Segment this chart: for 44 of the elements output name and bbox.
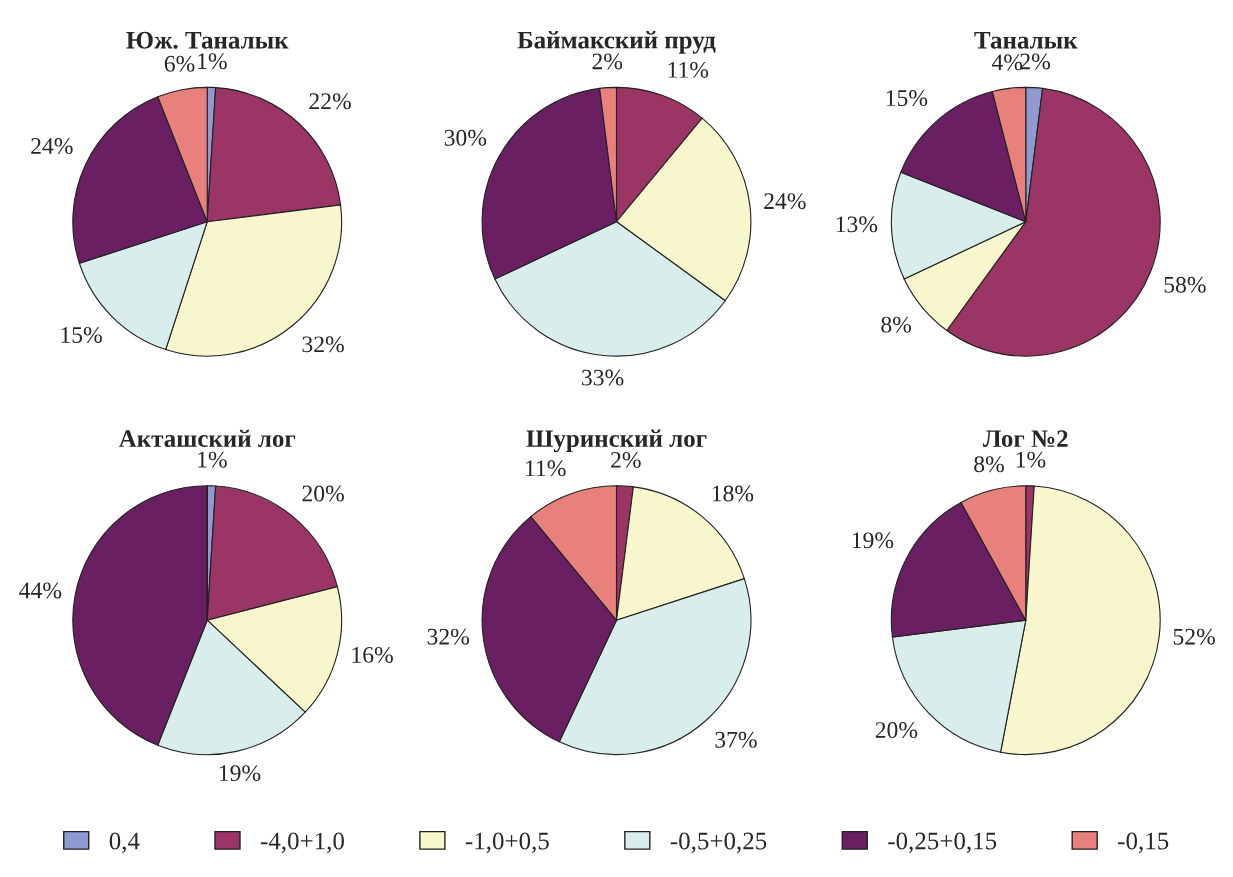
data-label: 1% (1016, 451, 1046, 468)
data-label: 52% (1173, 628, 1215, 645)
chart-title: Юж. Таналык (126, 31, 289, 49)
legend-label: -0,15 (1118, 832, 1169, 854)
chart-title: Лог №2 (982, 430, 1068, 448)
data-label: 15% (886, 90, 928, 107)
data-label: 20% (302, 485, 344, 502)
data-label: 30% (444, 129, 487, 146)
chart-title: Баймакский пруд (517, 31, 716, 54)
chart-title: Акташский лог (118, 429, 296, 448)
data-label: 33% (582, 369, 624, 386)
data-label: 19% (219, 765, 261, 782)
data-label: 1% (198, 451, 227, 468)
data-label: 20% (875, 722, 918, 739)
chart-title: Таналык (974, 32, 1078, 49)
data-label: 32% (302, 336, 344, 353)
data-label: 1% (198, 53, 227, 70)
data-label: 18% (712, 485, 754, 502)
data-label: 6% (164, 55, 195, 72)
chart-title: Шуринский лог (526, 429, 707, 453)
legend-label: 0,4 (109, 832, 140, 854)
data-label: 2% (592, 53, 623, 70)
data-label: 24% (764, 193, 806, 210)
legend-label: -0,25+0,15 (888, 832, 997, 854)
data-label: 24% (31, 138, 73, 155)
data-label: 58% (1164, 276, 1206, 293)
data-label: 32% (427, 628, 470, 645)
data-label: 11% (668, 61, 709, 78)
legend-label: -0,5+0,25 (670, 832, 767, 854)
data-label: 37% (715, 731, 757, 748)
data-label: 2% (1020, 53, 1050, 70)
data-label: 4% (991, 54, 1023, 71)
legend-label: -4,0+1,0 (260, 832, 344, 854)
data-label: 22% (309, 93, 351, 110)
data-label: 44% (19, 582, 62, 599)
data-label: 13% (836, 216, 878, 233)
data-label: 2% (611, 451, 641, 468)
data-label: 16% (352, 646, 393, 663)
data-label: 8% (974, 456, 1004, 473)
data-label: 11% (526, 460, 566, 477)
data-label: 19% (852, 532, 894, 549)
data-label: 8% (881, 316, 912, 333)
data-label: 15% (61, 326, 102, 343)
legend-label: -1,0+0,5 (465, 832, 549, 854)
